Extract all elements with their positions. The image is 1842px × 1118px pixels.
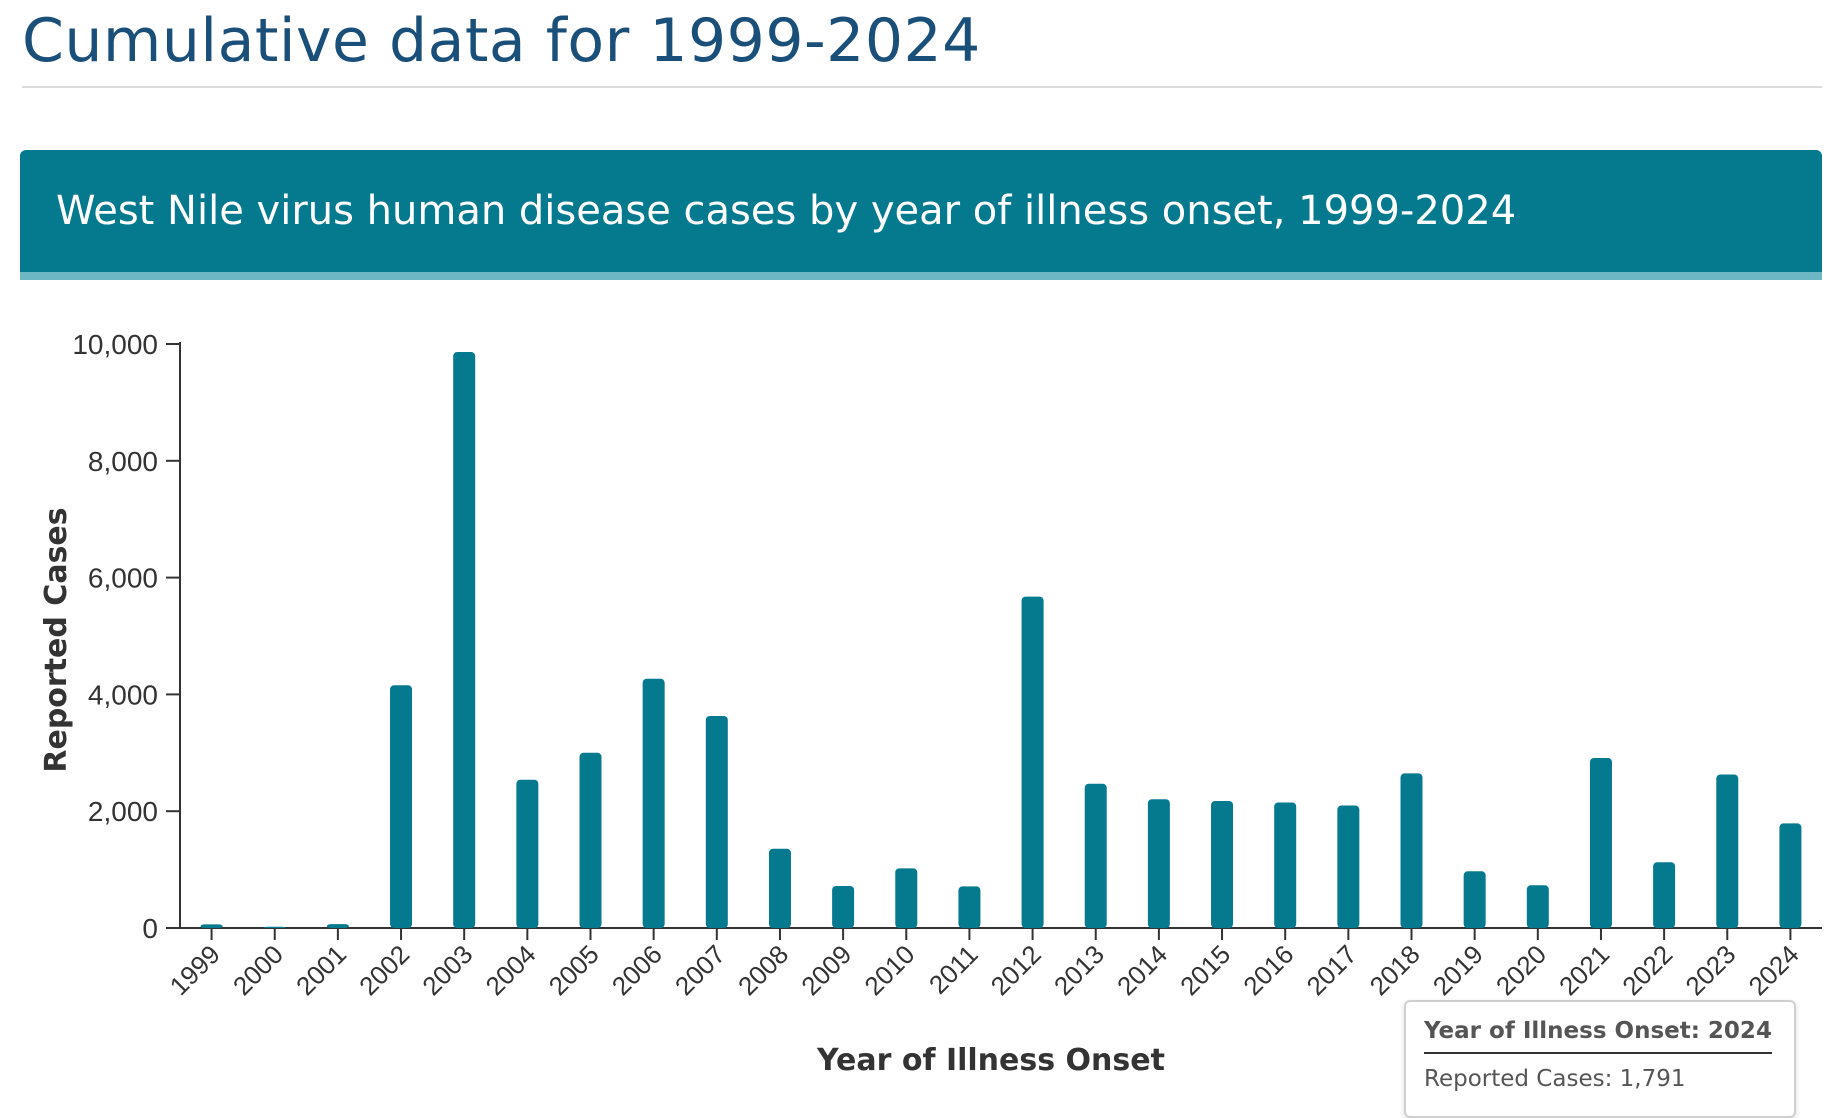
bar-2009[interactable]: [832, 885, 855, 928]
bar-2011[interactable]: [958, 886, 981, 928]
x-tick-label: 2012: [985, 939, 1047, 1001]
x-tick-label: 2024: [1743, 939, 1805, 1001]
y-tick-label: 0: [142, 913, 158, 944]
bar-2013[interactable]: [1084, 783, 1107, 928]
bar-2014[interactable]: [1147, 799, 1170, 928]
y-axis: 0 2,000 4,000 6,000 8,000 10,000: [72, 329, 181, 944]
bar-chart: 0 2,000 4,000 6,000 8,000 10,000 1999 2000 2001…: [39, 329, 1822, 1078]
x-axis-title: Year of Illness Onset: [816, 1043, 1165, 1078]
bar-2012[interactable]: [1021, 596, 1044, 928]
chart-title: West Nile virus human disease cases by y…: [56, 188, 1517, 234]
x-tick-label: 1999: [164, 939, 226, 1001]
bars: [200, 352, 1802, 928]
y-tick-label: 4,000: [88, 679, 158, 710]
bar-2024[interactable]: [1779, 823, 1802, 928]
x-axis: 1999 2000 2001 2002 2003 2004 2005 2006 2007 2008…: [164, 927, 1822, 1001]
x-tick-label: 2022: [1616, 939, 1678, 1001]
y-tick-label: 2,000: [88, 796, 158, 827]
x-tick-label: 2011: [923, 939, 984, 1000]
bar-2021[interactable]: [1589, 757, 1612, 928]
x-tick-label: 2023: [1679, 939, 1741, 1001]
bar-2022[interactable]: [1653, 862, 1676, 928]
bar-1999[interactable]: [200, 924, 223, 928]
x-tick-label: 2008: [732, 939, 794, 1001]
x-tick-label: 2020: [1490, 939, 1552, 1001]
y-tick-label: 10,000: [72, 329, 158, 360]
bar-2001[interactable]: [326, 924, 349, 928]
bar-2019[interactable]: [1463, 871, 1486, 928]
y-axis-title: Reported Cases: [39, 507, 74, 772]
x-tick-label: 2006: [606, 939, 668, 1001]
x-tick-label: 2004: [479, 939, 541, 1001]
bar-2023[interactable]: [1716, 774, 1739, 928]
bar-2017[interactable]: [1337, 805, 1360, 928]
x-tick-label: 2009: [795, 939, 857, 1001]
bar-2005[interactable]: [579, 752, 602, 928]
x-tick-label: 2003: [416, 939, 478, 1001]
y-tick-label: 8,000: [88, 446, 158, 477]
x-tick-label: 2017: [1300, 939, 1362, 1001]
y-tick-label: 6,000: [88, 563, 158, 594]
x-tick-label: 2019: [1427, 939, 1489, 1001]
x-tick-label: 2005: [543, 939, 605, 1001]
chart-tooltip: Year of Illness Onset: 2024 Reported Cas…: [1404, 1000, 1796, 1118]
bar-2016[interactable]: [1274, 802, 1297, 928]
bar-2018[interactable]: [1400, 773, 1423, 928]
bar-2003[interactable]: [453, 352, 476, 928]
x-tick-label: 2014: [1111, 939, 1173, 1001]
page-title: Cumulative data for 1999-2024: [22, 6, 981, 76]
x-tick-label: 2015: [1174, 939, 1236, 1001]
tooltip-value: Reported Cases: 1,791: [1424, 1066, 1686, 1092]
x-tick-label: 2013: [1048, 939, 1110, 1001]
x-tick-label: 2018: [1364, 939, 1426, 1001]
bar-2007[interactable]: [705, 716, 728, 928]
bar-2008[interactable]: [768, 848, 791, 928]
x-tick-label: 2010: [858, 939, 920, 1001]
bar-2002[interactable]: [390, 685, 413, 928]
x-tick-label: 2002: [353, 939, 415, 1001]
bar-2004[interactable]: [516, 779, 539, 928]
title-divider: [22, 86, 1822, 88]
bar-2000[interactable]: [263, 926, 286, 928]
tooltip-title: Year of Illness Onset: 2024: [1424, 1018, 1772, 1054]
x-tick-label: 2007: [669, 939, 731, 1001]
bar-2006[interactable]: [642, 678, 665, 928]
chart-header: West Nile virus human disease cases by y…: [20, 150, 1822, 280]
bar-2015[interactable]: [1211, 800, 1234, 928]
x-tick-label: 2000: [227, 939, 289, 1001]
x-tick-label: 2001: [290, 939, 352, 1001]
bar-2020[interactable]: [1526, 885, 1549, 928]
bar-2010[interactable]: [895, 868, 918, 928]
x-tick-label: 2021: [1553, 939, 1615, 1001]
chart-card: West Nile virus human disease cases by y…: [20, 150, 1822, 1118]
x-tick-label: 2016: [1237, 939, 1299, 1001]
